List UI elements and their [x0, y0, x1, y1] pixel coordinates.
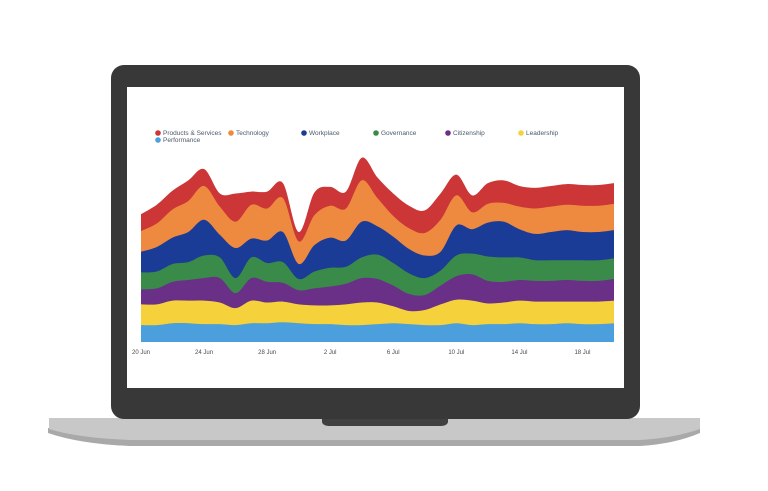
legend-label-workplace: Workplace: [309, 130, 340, 137]
legend-swatch-citizenship: [445, 130, 451, 136]
legend-swatch-products-services: [155, 130, 161, 136]
x-tick-label: 14 Jul: [511, 350, 527, 356]
legend-label-governance: Governance: [381, 130, 417, 137]
legend-item-products-services[interactable]: Products & Services: [155, 130, 222, 137]
laptop-hinge-notch: [322, 418, 448, 426]
x-tick-label: 2 Jul: [324, 350, 337, 356]
legend-label-performance: Performance: [163, 137, 201, 144]
legend-label-citizenship: Citizenship: [453, 130, 485, 137]
stream-layers: [141, 157, 614, 342]
laptop-screen: Products & Services Technology Workplace Go…: [127, 87, 624, 388]
legend-swatch-governance: [373, 130, 379, 136]
legend-label-products-services: Products & Services: [163, 130, 222, 137]
x-tick-label: 24 Jun: [195, 350, 213, 356]
legend-item-governance[interactable]: Governance: [373, 130, 417, 137]
x-tick-label: 18 Jul: [574, 350, 590, 356]
legend-item-technology[interactable]: Technology: [228, 130, 270, 137]
x-tick-label: 10 Jul: [448, 350, 464, 356]
streamgraph-chart: Products & Services Technology Workplace Go…: [132, 130, 614, 356]
series-area-performance: [141, 322, 614, 342]
legend-item-leadership[interactable]: Leadership: [518, 130, 559, 137]
x-tick-label: 20 Jun: [132, 350, 150, 356]
chart-legend: Products & Services Technology Workplace Go…: [155, 130, 559, 144]
x-axis: 20 Jun 24 Jun 28 Jun 2 Jul 6 Jul 10 Jul 14 Jul…: [132, 350, 590, 356]
legend-label-technology: Technology: [236, 130, 270, 137]
legend-swatch-workplace: [301, 130, 307, 136]
legend-label-leadership: Leadership: [526, 130, 559, 137]
legend-item-citizenship[interactable]: Citizenship: [445, 130, 485, 137]
legend-item-performance[interactable]: Performance: [155, 137, 201, 144]
legend-swatch-technology: [228, 130, 234, 136]
legend-item-workplace[interactable]: Workplace: [301, 130, 340, 137]
x-tick-label: 6 Jul: [387, 350, 400, 356]
x-tick-label: 28 Jun: [258, 350, 276, 356]
laptop-base: [49, 418, 700, 440]
legend-swatch-performance: [155, 137, 161, 143]
legend-swatch-leadership: [518, 130, 524, 136]
